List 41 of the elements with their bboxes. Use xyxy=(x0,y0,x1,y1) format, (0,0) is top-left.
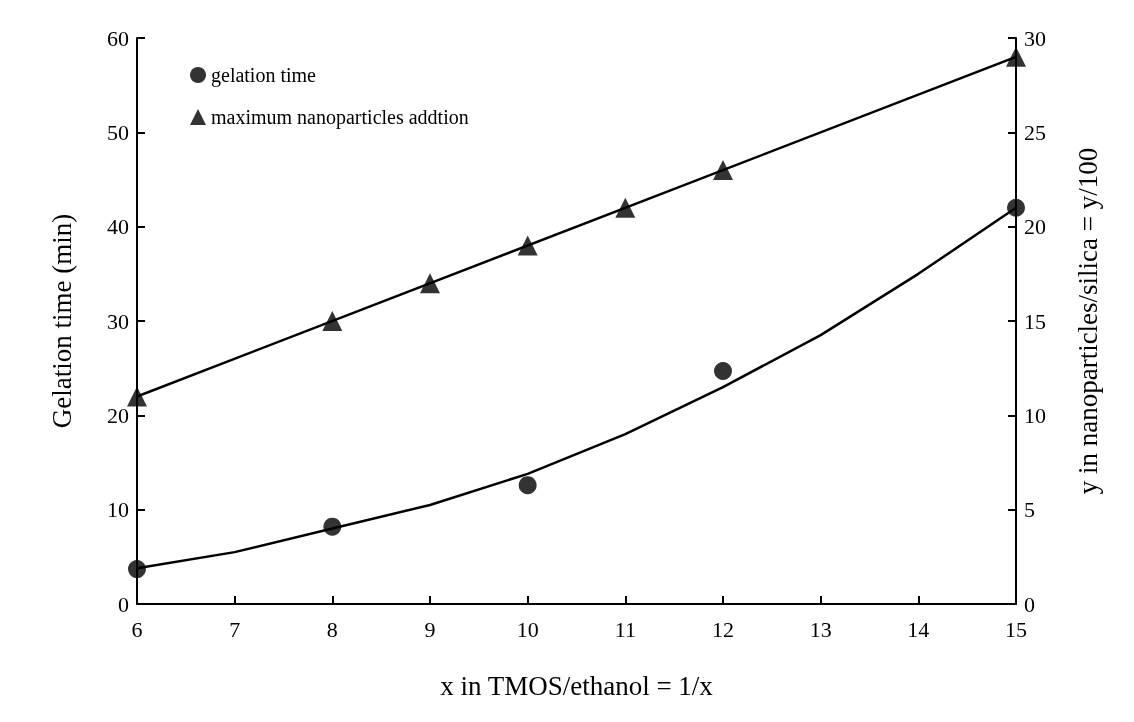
point xyxy=(518,476,537,495)
y2-tick-label: 0 xyxy=(1024,591,1035,617)
x-tick-label: 9 xyxy=(424,616,436,642)
y2-tick-label: 30 xyxy=(1024,25,1046,51)
y2-tick-label: 10 xyxy=(1024,402,1046,428)
x-tick-label: 6 xyxy=(131,616,143,642)
x-tick-label: 12 xyxy=(712,616,734,642)
x-tick-label: 7 xyxy=(229,616,241,642)
y2-tick-label: 25 xyxy=(1024,119,1046,145)
x-tick-label: 11 xyxy=(614,616,636,642)
y2-tick-label: 15 xyxy=(1024,308,1046,334)
x-axis-title: x in TMOS/ethanol = 1/x xyxy=(440,670,714,701)
x-tick-label: 13 xyxy=(809,616,832,642)
point xyxy=(420,273,440,294)
y2-tick-label: 5 xyxy=(1024,497,1035,523)
y-tick-label: 20 xyxy=(107,402,129,428)
point xyxy=(517,235,538,256)
y-tick-label: 0 xyxy=(118,591,129,617)
point xyxy=(127,386,147,407)
y-tick-label: 60 xyxy=(107,25,129,51)
point xyxy=(713,160,733,181)
point xyxy=(323,517,342,536)
x-tick-label: 8 xyxy=(326,616,338,642)
x-tick-label: 10 xyxy=(516,616,539,642)
legend-label: maximum nanoparticles addtion xyxy=(211,106,469,129)
y2-tick-label: 20 xyxy=(1024,214,1046,240)
legend-label: gelation time xyxy=(211,64,317,87)
y2-axis-title: y in nanoparticles/silica = y/100 xyxy=(1072,147,1103,495)
x-tick-label: 15 xyxy=(1005,616,1027,642)
point xyxy=(128,560,146,579)
point xyxy=(1006,46,1026,67)
x-tick-label: 14 xyxy=(907,616,930,642)
point xyxy=(1007,198,1025,217)
y-tick-label: 30 xyxy=(107,308,129,334)
point xyxy=(322,311,343,331)
point xyxy=(714,362,732,380)
y-tick-label: 40 xyxy=(107,214,129,240)
y-tick-label: 10 xyxy=(107,497,129,523)
point xyxy=(615,197,636,218)
y-tick-label: 50 xyxy=(107,119,129,145)
y-axis-title: Gelation time (min) xyxy=(46,213,77,429)
